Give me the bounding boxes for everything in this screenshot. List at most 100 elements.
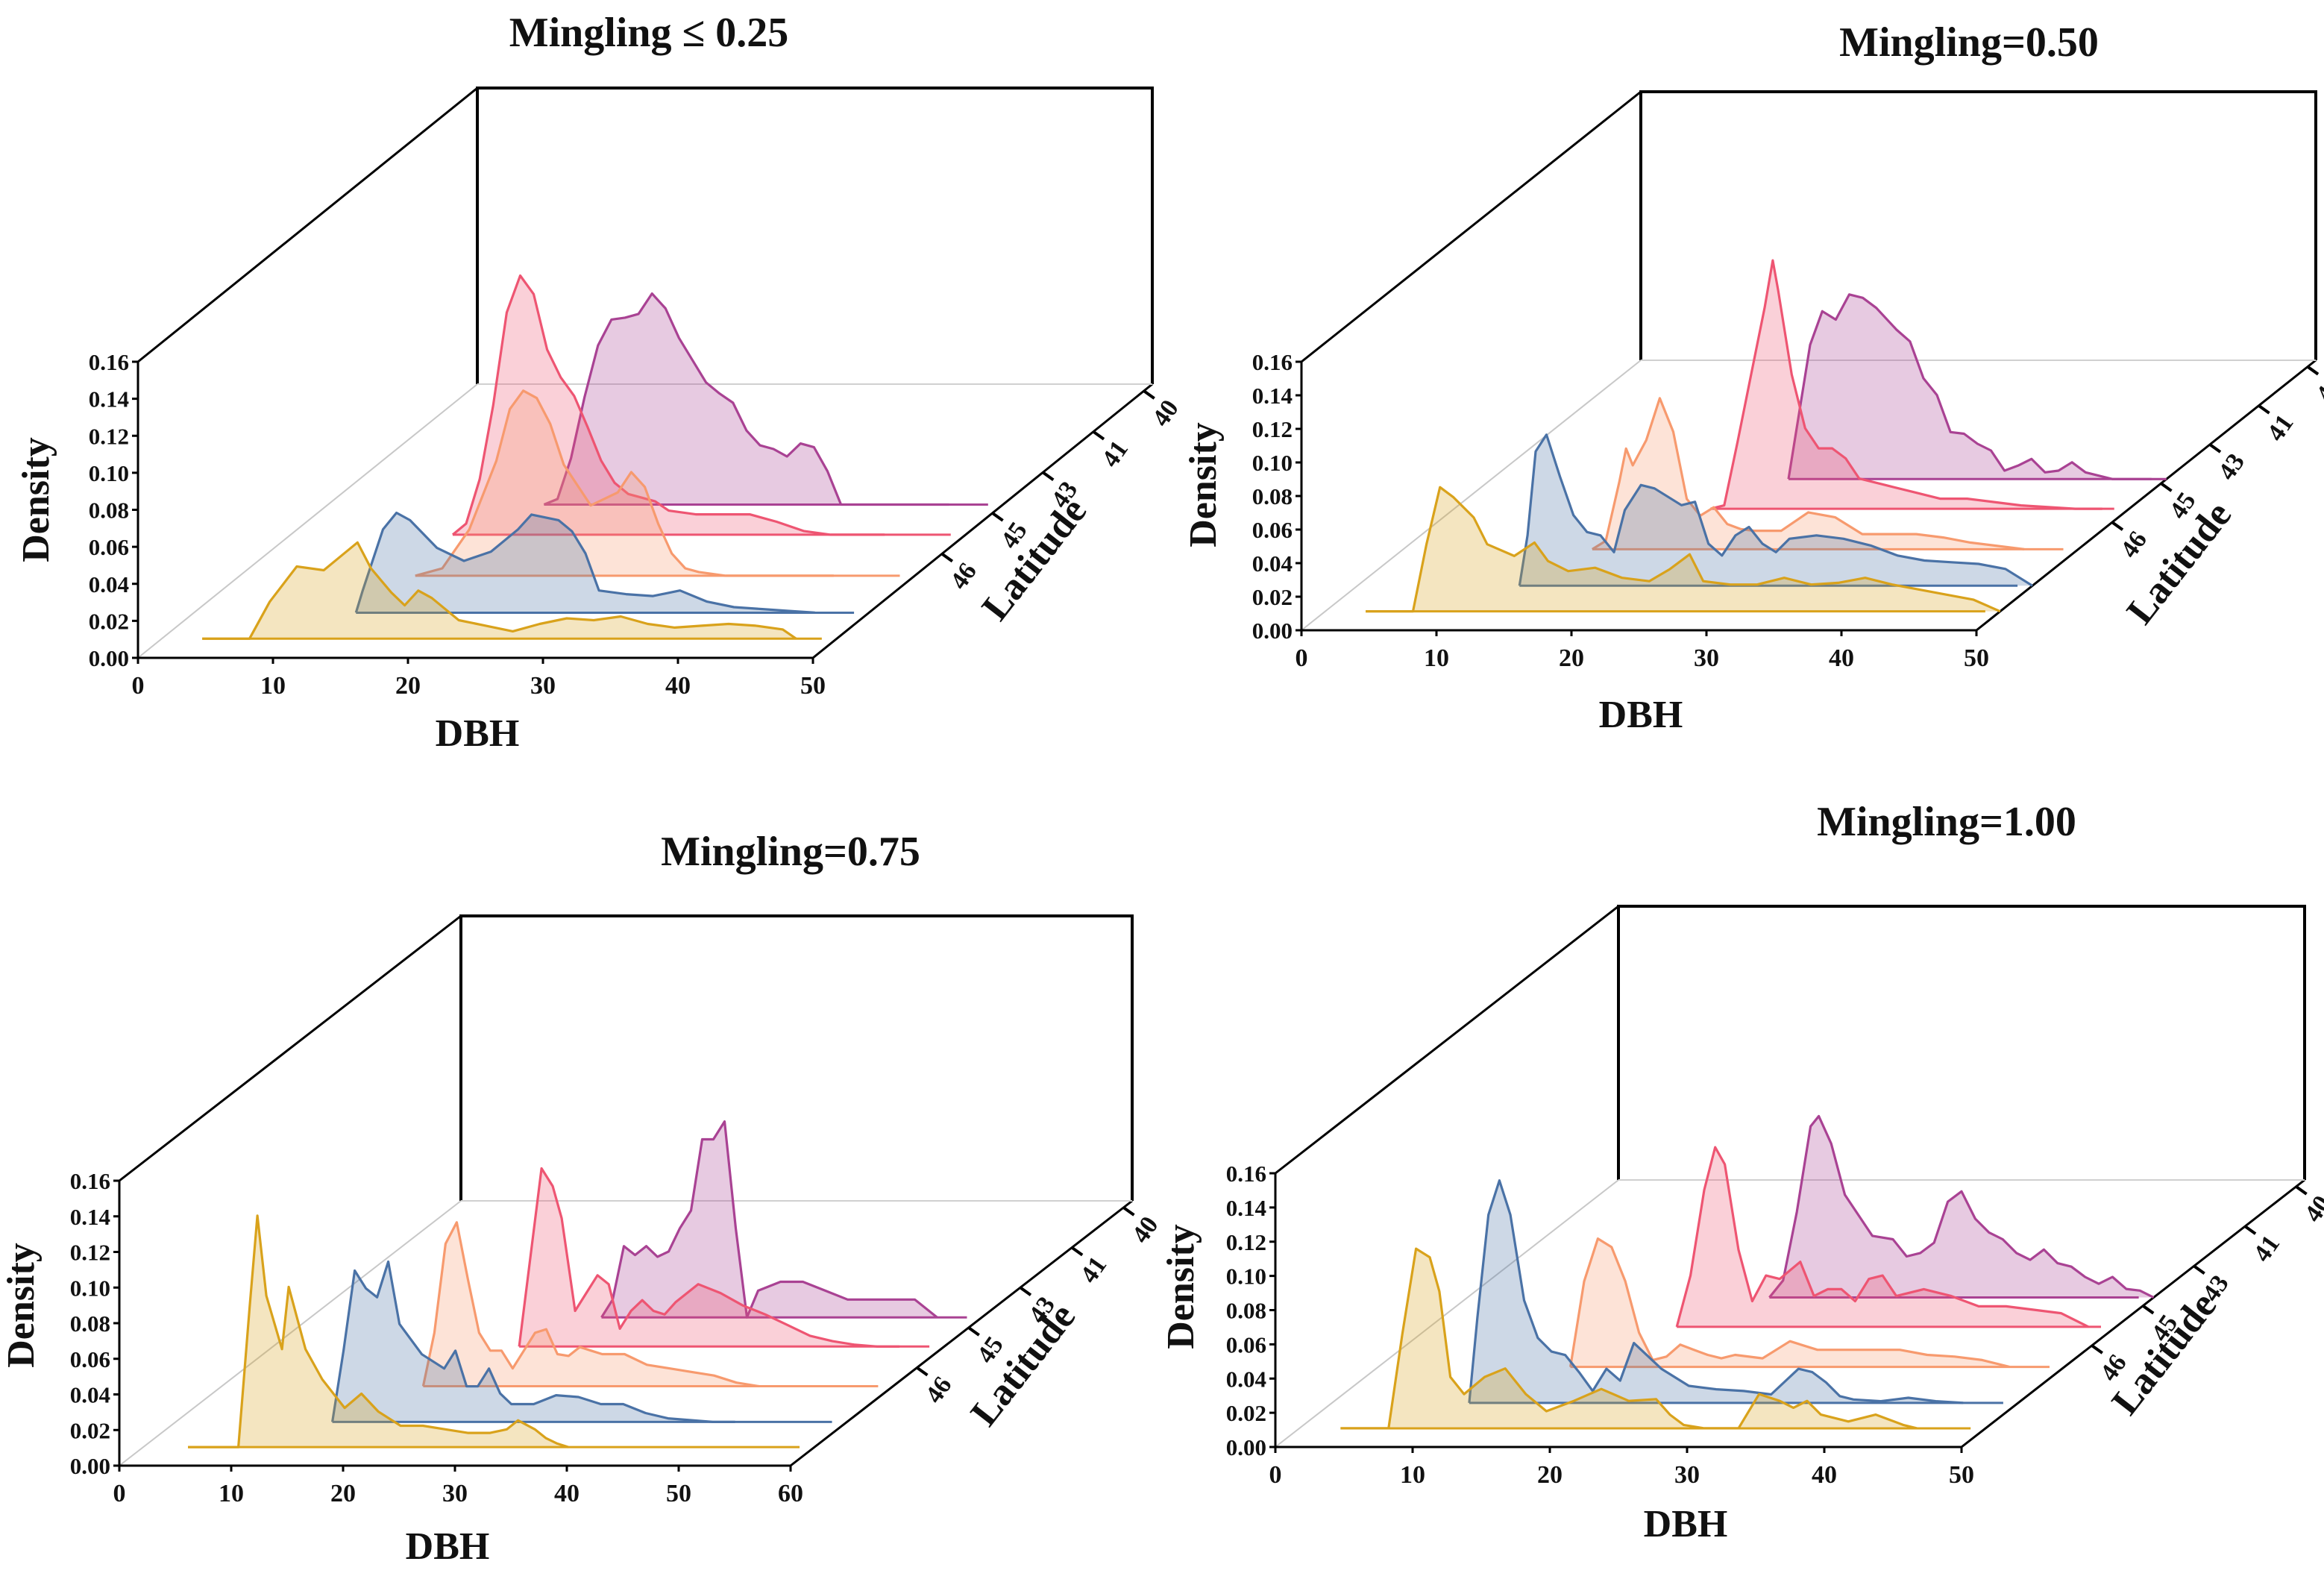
top-depth-edge: [1275, 905, 1619, 1175]
y-tick-label: 0.12: [70, 1240, 110, 1266]
y-tick-label: 0.02: [1252, 584, 1293, 610]
latitude-tick-mark: [2295, 1185, 2308, 1196]
x-tick-label: 30: [1694, 644, 1719, 672]
y-tick-label: 0.04: [1252, 550, 1293, 577]
y-tick-label: 0.06: [89, 534, 129, 560]
y-tick-label: 0.08: [89, 497, 129, 524]
ridge-line-lat-45: [1518, 433, 2033, 587]
back-wall-frame: [459, 914, 1134, 1201]
y-axis-label: Density: [1182, 422, 1225, 547]
ridge-area-lat-41: [1677, 1147, 2089, 1327]
latitude-tick-mark: [2208, 443, 2222, 453]
x-tick-label: 30: [1674, 1461, 1700, 1489]
back-wall-frame: [1639, 90, 2317, 360]
y-tick-label: 0.16: [1226, 1161, 1266, 1187]
x-tick-label: 20: [330, 1480, 356, 1507]
ridge-line-lat-41: [1675, 1146, 2089, 1328]
ridge-line-lat-46: [1340, 1247, 1918, 1430]
ridge-line-lat-46: [202, 541, 797, 640]
top-depth-edge: [137, 87, 478, 363]
ridge-area-lat-45: [356, 512, 815, 613]
top-depth-edge: [1301, 90, 1642, 363]
y-tick-label: 0.10: [70, 1275, 110, 1301]
latitude-tick-label: 46: [2115, 527, 2152, 563]
y-tick-label: 0.14: [89, 386, 129, 412]
latitude-tick-label: 46: [945, 558, 982, 594]
latitude-tick-mark: [1071, 1246, 1084, 1257]
x-axis-label: DBH: [1599, 694, 1683, 736]
latitude-tick-label: 46: [920, 1372, 958, 1408]
latitude-tick-label: 40: [2311, 371, 2324, 407]
latitude-axis-line: [790, 1199, 1133, 1467]
y-tick-label: 0.00: [1226, 1434, 1266, 1460]
top-depth-edge: [119, 914, 462, 1182]
y-tick-label: 0.08: [70, 1311, 110, 1337]
x-axis-label: DBH: [406, 1525, 490, 1568]
y-tick-label: 0.00: [89, 645, 129, 671]
latitude-tick-label: 41: [2248, 1231, 2285, 1267]
ridge-line-lat-40: [1787, 293, 2167, 480]
latitude-tick-label: 43: [2213, 448, 2250, 485]
latitude-axis-line: [1961, 1178, 2305, 1448]
y-tick-label: 0.04: [70, 1382, 110, 1408]
panel-mingling-050: 0.00 0.02 0.04 0.06 0.08 0.10 0.12 0.14 0.16 0 10 2…: [1182, 19, 2324, 736]
y-tick-label: 0.10: [1252, 450, 1293, 476]
latitude-axis-line: [812, 383, 1153, 659]
y-tick-label: 0.16: [1252, 349, 1293, 375]
latitude-tick-mark: [967, 1326, 980, 1337]
y-tick-label: 0.12: [89, 423, 129, 449]
z-axis-label: Latitude: [2104, 1284, 2225, 1422]
x-tick-label: 10: [219, 1480, 244, 1507]
chart-title: Mingling=0.50: [1839, 19, 2099, 66]
ridge-line-lat-43: [1569, 1237, 2010, 1369]
y-tick-label: 0.08: [1226, 1298, 1266, 1324]
latitude-tick-label: 40: [1147, 395, 1184, 432]
x-tick-label: 30: [442, 1480, 468, 1507]
y-axis-label: Density: [15, 437, 57, 562]
x-axis-label: DBH: [1644, 1503, 1728, 1545]
x-tick-label: 0: [113, 1480, 126, 1507]
y-tick-label: 0.00: [1252, 618, 1293, 644]
y-tick-label: 0.06: [1226, 1331, 1266, 1357]
ridge-line-lat-41: [518, 1167, 900, 1348]
latitude-tick-mark: [2111, 521, 2124, 531]
latitude-tick-mark: [2243, 1225, 2257, 1235]
y-tick-label: 0.02: [89, 608, 129, 634]
x-tick-label: 40: [1829, 644, 1854, 672]
ridge-area-lat-46: [202, 542, 797, 639]
ridge-area-lat-43: [1592, 398, 2025, 550]
latitude-tick-mark: [2193, 1264, 2205, 1275]
latitude-tick-mark: [2160, 482, 2173, 492]
y-tick-label: 0.04: [1226, 1366, 1266, 1392]
x-tick-label: 0: [1296, 644, 1308, 672]
y-tick-label: 0.12: [1252, 416, 1293, 442]
z-axis-label: Latitude: [974, 490, 1095, 628]
ridge-line-lat-46: [188, 1214, 569, 1448]
x-tick-label: 0: [132, 672, 145, 700]
x-tick-label: 10: [1424, 644, 1449, 672]
latitude-tick-label: 41: [1096, 436, 1134, 472]
ridge-line-lat-45: [331, 1260, 735, 1423]
ridge-line-lat-43: [1592, 397, 2025, 550]
latitude-tick-label: 40: [1127, 1211, 1164, 1248]
panel-mingling-075: 0.00 0.02 0.04 0.06 0.08 0.10 0.12 0.14 0.16 0 10 2…: [0, 829, 1164, 1568]
chart-title: Mingling ≤ 0.25: [509, 10, 789, 56]
panel-mingling-100: 0.00 0.02 0.04 0.06 0.08 0.10 0.12 0.14 0.16 0 10 2…: [1160, 799, 2324, 1545]
ridge-line-lat-40: [600, 1120, 938, 1319]
x-tick-label: 50: [1949, 1461, 1974, 1489]
x-tick-label: 50: [1964, 644, 1989, 672]
ridge-area-lat-45: [1519, 434, 2033, 586]
ridge-area-lat-40: [1788, 294, 2167, 480]
latitude-tick-mark: [2142, 1305, 2155, 1315]
y-tick-label: 0.02: [1226, 1400, 1266, 1426]
ridge-area-lat-41: [519, 1168, 900, 1347]
ridge-line-lat-41: [451, 274, 885, 536]
ridge-line-lat-40: [1768, 1114, 2155, 1299]
x-tick-label: 40: [554, 1480, 580, 1507]
y-tick-label: 0.06: [1252, 517, 1293, 543]
y-tick-label: 0.16: [70, 1168, 110, 1194]
ridge-line-lat-41: [1710, 259, 2102, 510]
latitude-tick-mark: [940, 552, 954, 563]
x-tick-label: 30: [530, 672, 556, 700]
